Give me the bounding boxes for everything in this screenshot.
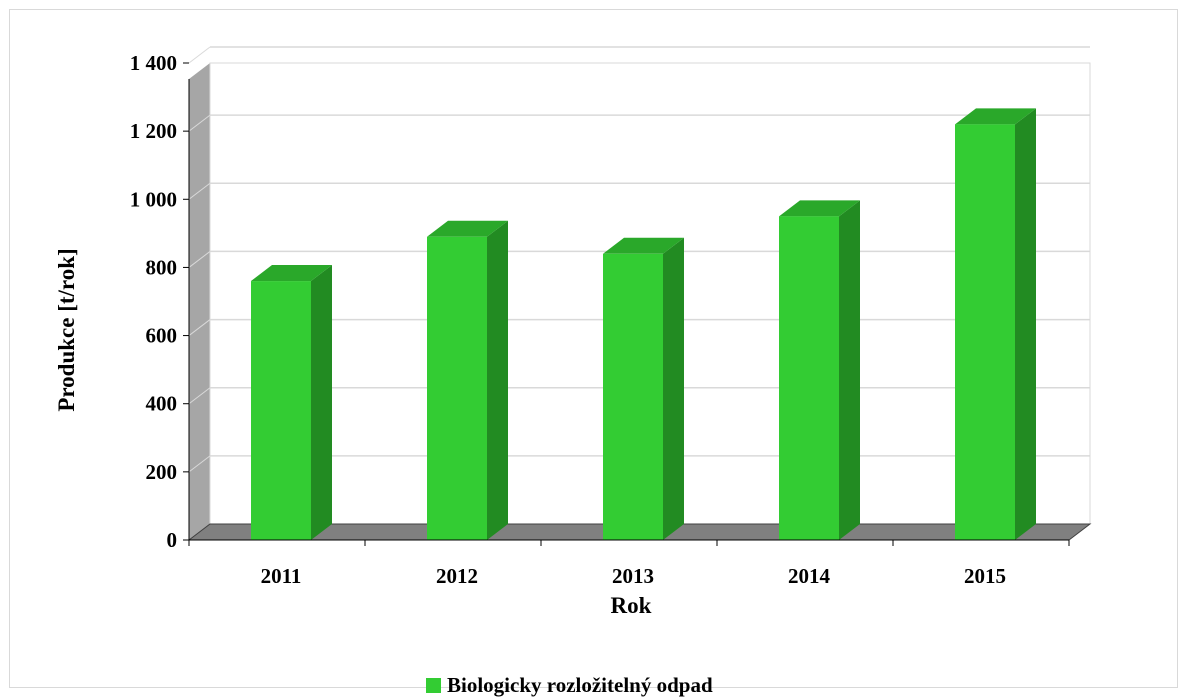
gridline-side — [188, 387, 211, 405]
bar-front — [779, 216, 839, 541]
y-axis-title: Produkce [t/rok] — [54, 248, 79, 411]
gridline-side — [188, 251, 211, 268]
legend-label: Biologicky rozložitelný odpad — [447, 673, 713, 697]
bar-side — [487, 220, 508, 540]
bar-top — [427, 220, 508, 237]
x-axis-title: Rok — [611, 593, 652, 618]
x-tick-label: 2013 — [612, 564, 654, 588]
gridline-side — [188, 182, 211, 200]
bar-front — [427, 236, 487, 540]
bar-side — [311, 265, 332, 540]
bar-top — [603, 237, 684, 254]
gridline-side — [188, 46, 211, 64]
x-tick-label: 2012 — [436, 564, 478, 588]
bar-top — [779, 200, 860, 217]
x-tick-label: 2011 — [261, 564, 302, 588]
gridline-side — [188, 455, 211, 473]
x-tick-labels: 2011 2012 2013 2014 2015 — [261, 564, 1006, 588]
gridline-side — [188, 114, 211, 132]
axes — [183, 62, 1070, 546]
side-wall — [189, 63, 210, 540]
y-tick-labels: 0 200 400 600 800 1 000 1 200 1 400 — [130, 51, 177, 552]
y-tick-label: 600 — [146, 324, 178, 348]
y-tick-label: 0 — [167, 528, 178, 552]
bar-front — [603, 253, 663, 541]
y-tick-label: 1 400 — [130, 51, 177, 75]
bar-2011 — [251, 265, 332, 540]
legend-swatch — [426, 678, 441, 693]
y-tick-label: 400 — [146, 392, 178, 416]
bar-top — [251, 265, 332, 282]
y-tick-label: 1 000 — [130, 187, 177, 211]
bar-side — [1015, 108, 1036, 540]
bar-front — [955, 124, 1015, 540]
bar-2012 — [427, 220, 508, 540]
x-tick-label: 2015 — [964, 564, 1006, 588]
bar-side — [663, 237, 684, 541]
bars — [251, 108, 1036, 541]
legend: Biologicky rozložitelný odpad — [426, 673, 713, 697]
x-tick-label: 2014 — [788, 564, 831, 588]
bar-2013 — [603, 237, 684, 541]
y-tick-label: 200 — [146, 460, 178, 484]
y-tick-label: 1 200 — [130, 119, 177, 143]
bar-2014 — [779, 200, 860, 541]
y-tick-label: 800 — [146, 255, 178, 279]
bar-top — [955, 108, 1036, 125]
bar-2015 — [955, 108, 1036, 540]
bar-side — [839, 200, 860, 541]
gridline-side — [188, 319, 211, 336]
bar-front — [251, 281, 311, 540]
